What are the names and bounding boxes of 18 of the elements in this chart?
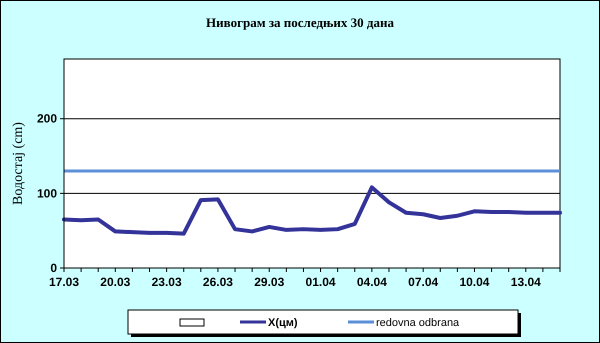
x-tick-label: 10.04 xyxy=(459,275,490,289)
x-tick-label: 13.04 xyxy=(510,275,542,289)
y-tick-label: 100 xyxy=(36,186,58,200)
x-tick-label: 26.03 xyxy=(202,275,234,289)
x-tick-label: 04.04 xyxy=(356,275,388,289)
y-tick-label: 0 xyxy=(50,261,58,275)
x-tick-label: 23.03 xyxy=(152,275,182,289)
x-tick-label: 07.04 xyxy=(408,275,439,289)
x-tick-label: 01.04 xyxy=(306,275,336,289)
x-tick-label: 20.03 xyxy=(100,275,131,289)
legend-label: redovna odbrana xyxy=(376,317,460,329)
legend-label: X(цм) xyxy=(268,317,298,329)
line-series xyxy=(62,185,562,236)
x-tick-label: 17.03 xyxy=(48,275,80,289)
chart-title: Нивограм за последњих 30 дана xyxy=(206,15,394,30)
y-tick-label: 200 xyxy=(36,112,58,126)
x-tick-label: 29.03 xyxy=(254,275,285,289)
y-axis-title: Водостај (cm) xyxy=(11,122,26,205)
